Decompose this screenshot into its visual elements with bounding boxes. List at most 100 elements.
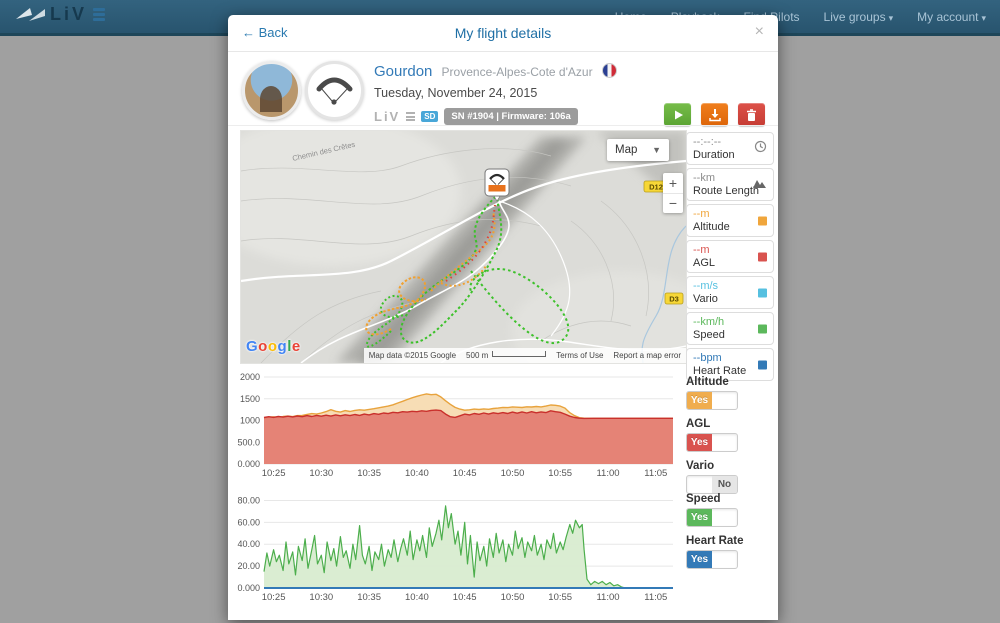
report-map-error-link[interactable]: Report a map error [608, 348, 686, 363]
vario-toggle-label: Vario [686, 460, 715, 472]
modal-header: ← Back My flight details × [228, 15, 778, 52]
stat-vario: --m/s Vario [686, 276, 774, 309]
svg-text:11:05: 11:05 [644, 592, 667, 603]
stat-agl: --m AGL [686, 240, 774, 273]
scale-bar [492, 351, 547, 357]
svg-text:11:05: 11:05 [644, 468, 667, 479]
heart-rate-swatch-icon [758, 360, 767, 369]
google-logo[interactable]: Google [246, 338, 301, 355]
svg-text:11:00: 11:00 [596, 592, 619, 603]
play-icon [674, 110, 683, 119]
section-divider [228, 125, 778, 126]
nav-item-my-account[interactable]: My account ▾ [917, 9, 986, 24]
agl-swatch-icon [758, 252, 767, 261]
close-icon[interactable]: × [754, 23, 764, 40]
svg-text:2000: 2000 [240, 373, 260, 382]
map-scale: 500 m [461, 348, 552, 363]
back-button[interactable]: ← Back [242, 25, 288, 40]
svg-text:1000: 1000 [240, 416, 260, 426]
france-flag-icon [601, 63, 617, 78]
pilot-marker-icon[interactable] [484, 168, 510, 202]
flight-date: Tuesday, November 24, 2015 [374, 86, 538, 100]
serial-firmware-badge: SN #1904 | Firmware: 106a [444, 108, 578, 125]
svg-text:10:35: 10:35 [357, 468, 381, 479]
svg-text:10:30: 10:30 [309, 592, 333, 603]
flight-track [365, 192, 570, 348]
trash-icon [747, 108, 756, 121]
svg-text:10:45: 10:45 [453, 592, 477, 603]
flight-actions [664, 103, 765, 126]
caret-down-icon: ▾ [888, 12, 894, 23]
play-flight-button[interactable] [664, 103, 691, 126]
heart-rate-toggle-label: Heart Rate [686, 535, 744, 547]
map-data-credit: Map data ©2015 Google [363, 348, 462, 363]
svg-text:0.000: 0.000 [237, 459, 260, 469]
nav-item-live-groups[interactable]: Live groups ▾ [823, 9, 894, 24]
glider-avatar [305, 61, 364, 120]
stat-route-length: --km Route Length [686, 168, 774, 201]
bird-logo-icon [16, 7, 45, 21]
svg-text:10:40: 10:40 [405, 468, 429, 479]
site-link[interactable]: Gourdon [374, 63, 433, 80]
terms-of-use-link[interactable]: Terms of Use [551, 348, 609, 363]
svg-text:10:55: 10:55 [548, 468, 572, 479]
svg-text:1500: 1500 [240, 394, 260, 404]
zoom-in-button[interactable]: + [663, 173, 683, 194]
flight-info: Gourdon Provence-Alpes-Cote d'Azur Tuesd… [374, 63, 617, 125]
vario-toggle[interactable]: No [686, 475, 738, 494]
map-canvas: Chemin des Crêtes D12 D3 [241, 131, 686, 363]
agl-toggle[interactable]: Yes [686, 433, 738, 452]
modal-title: My flight details [454, 25, 552, 41]
zoom-out-button[interactable]: − [668, 195, 678, 212]
stat-speed: --km/h Speed [686, 312, 774, 345]
brand-e-bars-icon [93, 8, 106, 21]
clock-icon [754, 140, 767, 158]
road-badge-d3: D3 [664, 292, 684, 305]
altitude-toggle[interactable]: Yes [686, 391, 738, 410]
svg-text:20.00: 20.00 [237, 561, 260, 571]
route-icon [753, 176, 767, 194]
svg-text:80.00: 80.00 [237, 496, 260, 506]
brand-logo[interactable]: LiV [16, 4, 106, 25]
chart2-toggles: Speed Yes Heart Rate Yes [686, 493, 776, 577]
map-type-selector[interactable]: Map ▼ [607, 139, 669, 161]
altitude-agl-chart: 0.000 500.0 1000 1500 2000 10:25 10:30 10:35 10:… [237, 373, 673, 479]
download-icon [708, 109, 721, 122]
stats-panel: --:--:-- Duration --km Route Length --m … [686, 132, 774, 384]
altitude-swatch-icon [758, 216, 767, 225]
speed-swatch-icon [758, 324, 767, 333]
speed-heart-rate-chart: 0.000 20.00 40.00 60.00 80.00 10:25 10:30 10:35… [237, 496, 673, 603]
caret-down-icon: ▼ [652, 145, 661, 155]
caret-down-icon: ▾ [981, 12, 986, 23]
speed-toggle-label: Speed [686, 493, 721, 505]
site-region: Provence-Alpes-Cote d'Azur [441, 65, 593, 79]
device-brand: LiV [374, 109, 401, 124]
map-attribution: Map data ©2015 Google 500 m Terms of Use… [363, 348, 686, 363]
svg-text:11:00: 11:00 [596, 468, 619, 479]
paraglider-icon [316, 77, 353, 105]
svg-text:D12: D12 [649, 183, 663, 192]
svg-text:40.00: 40.00 [237, 539, 260, 549]
speed-toggle[interactable]: Yes [686, 508, 738, 527]
flight-details-modal: ← Back My flight details × Gourdon Prove… [228, 15, 778, 620]
svg-text:10:30: 10:30 [309, 468, 333, 479]
delete-flight-button[interactable] [738, 103, 765, 126]
stat-heart-rate: --bpm Heart Rate [686, 348, 774, 381]
pilot-avatar[interactable] [242, 61, 301, 120]
heart-rate-toggle[interactable]: Yes [686, 550, 738, 569]
device-e-bars-icon [406, 112, 416, 121]
stat-altitude: --m Altitude [686, 204, 774, 237]
chart1-toggles: Altitude Yes AGL Yes Vario No [686, 376, 776, 502]
flight-map[interactable]: Chemin des Crêtes D12 D3 [240, 130, 687, 364]
svg-text:10:40: 10:40 [405, 592, 429, 603]
svg-text:10:25: 10:25 [262, 468, 286, 479]
stat-duration: --:--:-- Duration [686, 132, 774, 165]
svg-text:10:35: 10:35 [357, 592, 381, 603]
svg-text:10:55: 10:55 [548, 592, 572, 603]
altitude-toggle-label: Altitude [686, 376, 729, 388]
download-flight-button[interactable] [701, 103, 728, 126]
svg-text:D3: D3 [669, 295, 679, 304]
agl-toggle-label: AGL [686, 418, 711, 430]
device-line: LiV SD SN #1904 | Firmware: 106a [374, 108, 617, 125]
